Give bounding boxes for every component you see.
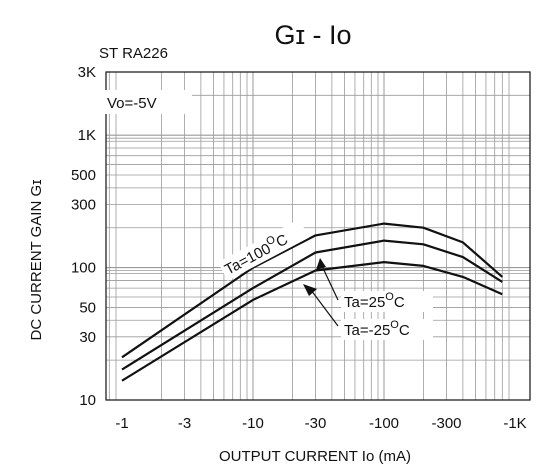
chart-title: Gɪ - Io bbox=[274, 20, 351, 50]
x-tick-label: -1K bbox=[503, 415, 526, 432]
x-tick-label: -100 bbox=[369, 415, 399, 432]
series-label-minus25: Ta=-25OC bbox=[341, 319, 433, 340]
series-label-minus25-background bbox=[341, 319, 433, 340]
condition-background bbox=[102, 90, 192, 114]
y-tick-label: 30 bbox=[79, 329, 96, 346]
tick-labels: -1 -3 -10 -30 -100 -300 -1K 10 30 50 100 300 500 1K 3K bbox=[71, 64, 527, 432]
x-tick-label: -1 bbox=[115, 415, 128, 432]
series-label-25: Ta=25OC bbox=[341, 291, 433, 312]
series-label-25-background bbox=[341, 291, 433, 312]
pointer-line-minus25 bbox=[310, 289, 339, 327]
y-tick-label: 300 bbox=[71, 196, 96, 213]
condition-label: Vo=-5V bbox=[107, 95, 157, 112]
grid bbox=[106, 72, 530, 400]
y-tick-label: 3K bbox=[78, 64, 96, 81]
x-tick-label: -3 bbox=[178, 415, 191, 432]
y-tick-label: 10 bbox=[79, 392, 96, 409]
series-label-100-background bbox=[217, 219, 309, 281]
series-line-2 bbox=[121, 261, 503, 382]
y-tick-label: 500 bbox=[71, 167, 96, 184]
series-group bbox=[121, 222, 504, 382]
annotations: Ta=100OC Ta=25OC Ta=-25OC bbox=[217, 219, 433, 340]
chart-subtitle: ST RA226 bbox=[99, 45, 168, 62]
y-tick-label: 100 bbox=[71, 260, 96, 277]
series-label-25-text: Ta=25OC bbox=[344, 291, 405, 311]
y-tick-label: 50 bbox=[79, 299, 96, 316]
y-tick-label: 1K bbox=[78, 127, 96, 144]
series-label-100: Ta=100OC bbox=[217, 219, 309, 281]
y-axis-label: DC CURRENT GAIN Gɪ bbox=[28, 180, 45, 341]
series-line-1 bbox=[121, 239, 503, 371]
plot-frame bbox=[105, 71, 531, 401]
series-label-minus25-text: Ta=-25OC bbox=[344, 319, 410, 339]
pointer-arrow-minus25 bbox=[303, 284, 317, 296]
x-tick-label: -300 bbox=[431, 415, 461, 432]
pointer-line-25 bbox=[321, 265, 339, 301]
x-tick-label: -30 bbox=[305, 415, 327, 432]
condition-box: Vo=-5V bbox=[102, 90, 192, 114]
series-line-0 bbox=[121, 222, 504, 359]
x-tick-label: -10 bbox=[242, 415, 264, 432]
pointer-arrow-25 bbox=[316, 258, 326, 270]
x-axis-label: OUTPUT CURRENT Io (mA) bbox=[219, 448, 411, 465]
